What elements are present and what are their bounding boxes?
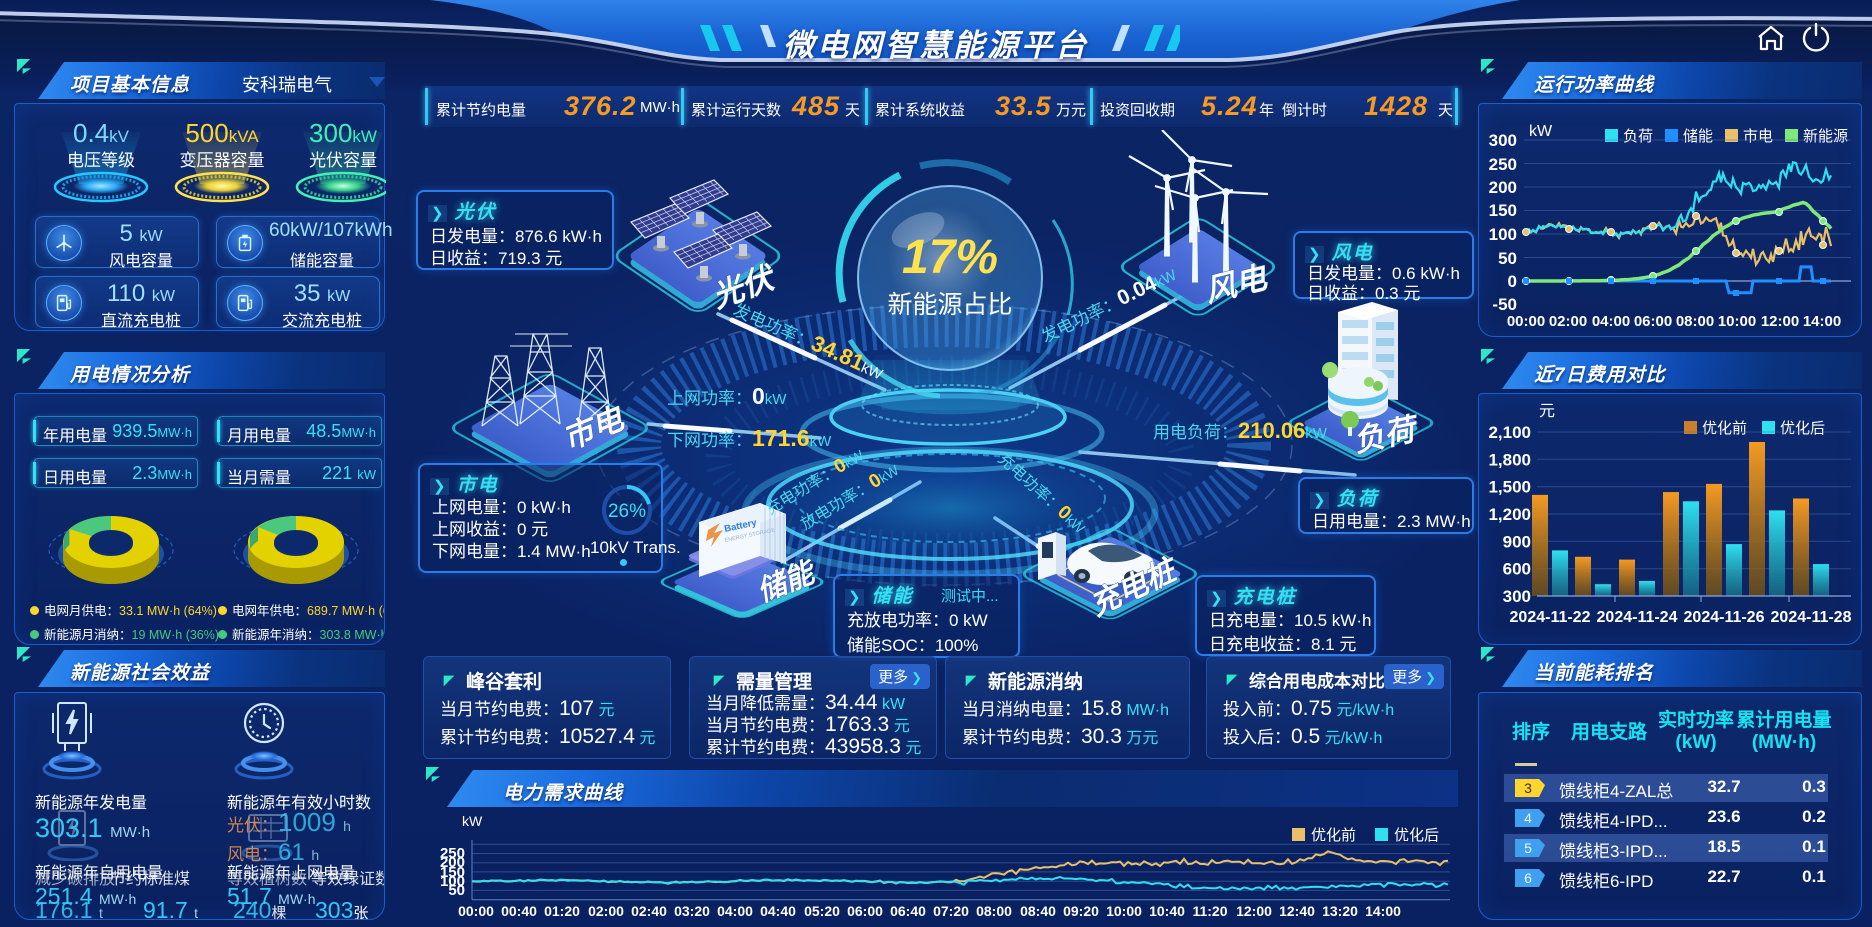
svg-text:02:00: 02:00 xyxy=(1549,313,1587,330)
svg-text:17%: 17% xyxy=(902,231,998,284)
svg-text:1,500: 1,500 xyxy=(1488,478,1531,497)
svg-text:4: 4 xyxy=(1524,810,1532,826)
svg-text:1,200: 1,200 xyxy=(1488,505,1531,524)
svg-text:优化后: 优化后 xyxy=(1394,827,1439,844)
svg-text:900: 900 xyxy=(1503,532,1531,551)
svg-text:26%: 26% xyxy=(608,501,646,522)
svg-text:01:20: 01:20 xyxy=(544,903,580,919)
svg-text:08:00: 08:00 xyxy=(1676,313,1714,330)
svg-text:6: 6 xyxy=(1524,870,1532,886)
svg-text:2024-11-24: 2024-11-24 xyxy=(1597,609,1678,626)
svg-text:2024-11-22: 2024-11-22 xyxy=(1510,609,1591,626)
svg-text:2,100: 2,100 xyxy=(1488,423,1531,442)
svg-text:100: 100 xyxy=(1489,225,1517,244)
svg-text:市电: 市电 xyxy=(1743,128,1773,145)
svg-text:04:00: 04:00 xyxy=(717,903,753,919)
svg-text:06:00: 06:00 xyxy=(1634,313,1672,330)
svg-text:250: 250 xyxy=(1489,155,1517,174)
svg-text:100: 100 xyxy=(440,873,465,890)
svg-text:05:20: 05:20 xyxy=(804,903,840,919)
svg-text:08:40: 08:40 xyxy=(1020,903,1056,919)
svg-text:300: 300 xyxy=(1503,587,1531,606)
svg-text:新能源占比: 新能源占比 xyxy=(887,291,1012,319)
svg-text:2024-11-26: 2024-11-26 xyxy=(1684,609,1765,626)
svg-text:600: 600 xyxy=(1503,560,1531,579)
svg-text:-50: -50 xyxy=(1492,295,1517,314)
svg-text:00:00: 00:00 xyxy=(1507,313,1545,330)
svg-text:优化前: 优化前 xyxy=(1702,420,1747,437)
svg-text:12:00: 12:00 xyxy=(1761,313,1799,330)
svg-text:0: 0 xyxy=(1508,272,1517,291)
svg-text:储能: 储能 xyxy=(1683,128,1713,145)
svg-text:02:40: 02:40 xyxy=(631,903,667,919)
svg-text:06:00: 06:00 xyxy=(847,903,883,919)
svg-text:kW: kW xyxy=(1529,123,1553,140)
svg-text:200: 200 xyxy=(440,854,465,871)
svg-text:2024-11-28: 2024-11-28 xyxy=(1771,609,1852,626)
svg-text:10:40: 10:40 xyxy=(1149,903,1185,919)
svg-text:200: 200 xyxy=(1489,178,1517,197)
svg-text:用电负荷：210.06kW: 用电负荷：210.06kW xyxy=(1153,418,1328,443)
svg-text:12:00: 12:00 xyxy=(1236,903,1272,919)
svg-text:00:00: 00:00 xyxy=(458,903,494,919)
svg-text:02:00: 02:00 xyxy=(588,903,624,919)
svg-text:04:40: 04:40 xyxy=(760,903,796,919)
svg-text:11:20: 11:20 xyxy=(1192,903,1227,919)
svg-text:09:20: 09:20 xyxy=(1063,903,1099,919)
svg-text:14:00: 14:00 xyxy=(1803,313,1841,330)
svg-text:新能源: 新能源 xyxy=(1803,128,1848,145)
svg-text:10:00: 10:00 xyxy=(1106,903,1142,919)
svg-text:优化前: 优化前 xyxy=(1311,827,1356,844)
svg-text:10:00: 10:00 xyxy=(1718,313,1756,330)
svg-text:07:20: 07:20 xyxy=(933,903,969,919)
svg-text:150: 150 xyxy=(440,864,465,881)
svg-text:04:00: 04:00 xyxy=(1592,313,1630,330)
svg-text:00:40: 00:40 xyxy=(501,903,537,919)
svg-text:250: 250 xyxy=(440,845,465,862)
svg-text:08:00: 08:00 xyxy=(976,903,1012,919)
svg-text:300: 300 xyxy=(1489,131,1517,150)
svg-text:14:00: 14:00 xyxy=(1365,903,1401,919)
svg-text:03:20: 03:20 xyxy=(674,903,710,919)
svg-text:元: 元 xyxy=(1539,403,1555,420)
svg-text:06:40: 06:40 xyxy=(890,903,926,919)
svg-text:50: 50 xyxy=(448,882,465,899)
svg-text:负荷: 负荷 xyxy=(1623,128,1653,145)
svg-text:50: 50 xyxy=(1498,249,1517,268)
svg-text:1,800: 1,800 xyxy=(1488,450,1531,469)
svg-text:3: 3 xyxy=(1524,780,1532,796)
svg-text:优化后: 优化后 xyxy=(1780,420,1825,437)
svg-text:12:40: 12:40 xyxy=(1279,903,1315,919)
svg-text:kW: kW xyxy=(462,813,483,829)
svg-text:5: 5 xyxy=(1524,840,1532,856)
svg-text:150: 150 xyxy=(1489,201,1517,220)
svg-text:13:20: 13:20 xyxy=(1322,903,1358,919)
